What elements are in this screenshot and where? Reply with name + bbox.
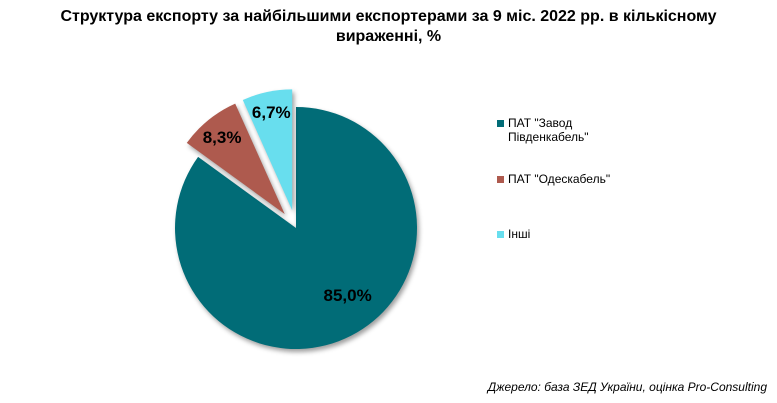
- pie-data-label-0: 85,0%: [323, 286, 371, 305]
- pie-slice-2: [242, 89, 293, 211]
- legend-item-label: ПАТ "Завод Південкабель": [508, 116, 589, 144]
- chart-title: Структура експорту за найбільшими експор…: [0, 7, 777, 47]
- pie-data-label-1: 8,3%: [203, 128, 242, 147]
- legend-item-label: Інші: [508, 227, 531, 241]
- legend-item-zavod-pivdenkabel: ПАТ "Завод Південкабель": [497, 116, 642, 144]
- pie-slice-0: [175, 107, 418, 349]
- source-note: Джерело: база ЗЕД України, оцінка Pro-Co…: [487, 380, 767, 394]
- legend-item-inshi: Інші: [497, 227, 642, 242]
- legend-swatch-icon: [497, 120, 504, 127]
- chart-title-text: Структура експорту за найбільшими експор…: [60, 8, 717, 45]
- pie-slice-1: [186, 103, 285, 214]
- legend-swatch-icon: [497, 176, 504, 183]
- legend-item-odeskabel: ПАТ "Одескабель": [497, 172, 642, 187]
- legend-swatch-icon: [497, 231, 504, 238]
- legend-item-label: ПАТ "Одескабель": [508, 172, 611, 186]
- pie-data-label-2: 6,7%: [252, 103, 291, 122]
